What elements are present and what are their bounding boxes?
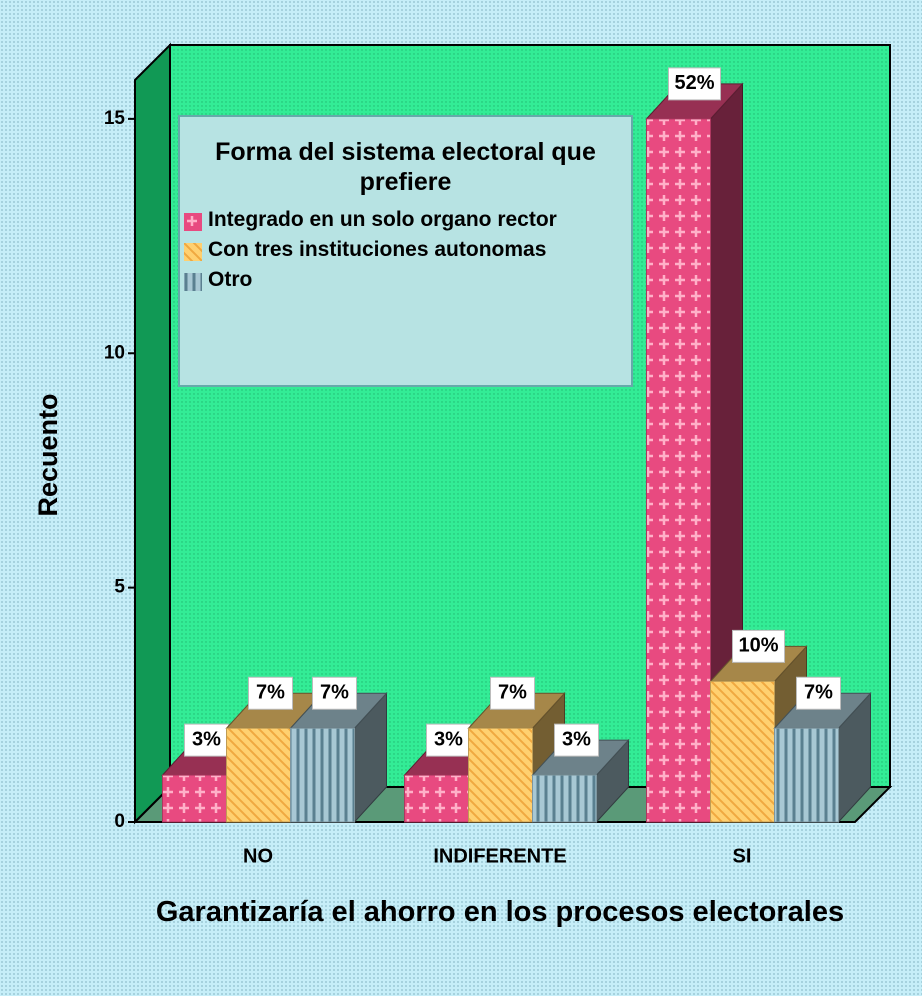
value-label: 10% — [738, 635, 778, 657]
value-label: 52% — [674, 72, 714, 94]
side-wall — [134, 42, 171, 825]
swatch-fill — [184, 273, 202, 291]
bar — [468, 727, 533, 823]
value-label: 7% — [498, 682, 527, 704]
value-label-box — [248, 676, 293, 710]
bar — [532, 774, 597, 823]
legend-swatch — [184, 243, 202, 261]
legend-label: Con tres instituciones autonomas — [208, 238, 547, 261]
value-label-box — [554, 723, 599, 757]
value-label-box — [732, 629, 785, 663]
swatch-fill — [184, 213, 202, 231]
legend-entry: Otro — [184, 269, 584, 291]
y-tick-label: 5 — [114, 577, 125, 598]
y-tick-label: 15 — [104, 108, 126, 129]
bar — [404, 774, 469, 823]
x-tick-label: INDIFERENTE — [433, 845, 566, 867]
value-label-box — [426, 723, 471, 757]
legend-entry: Integrado en un solo organo rector — [184, 209, 584, 231]
swatch-fill — [184, 243, 202, 261]
value-label: 7% — [256, 682, 285, 704]
value-label-box — [796, 676, 841, 710]
y-tick-label: 10 — [104, 342, 125, 363]
y-axis-label: Recuento — [33, 393, 63, 516]
bar — [774, 727, 839, 823]
bar — [290, 727, 355, 823]
value-label-box — [184, 723, 229, 757]
value-label-box — [490, 676, 535, 710]
legend-entry: Con tres instituciones autonomas — [184, 239, 584, 261]
x-axis-label: Garantizaría el ahorro en los procesos e… — [155, 896, 845, 928]
bar — [710, 680, 775, 823]
value-label: 3% — [562, 728, 591, 750]
value-label-box — [312, 676, 357, 710]
legend-swatch — [184, 213, 202, 231]
legend-label: Integrado en un solo organo rector — [208, 208, 557, 231]
value-label: 7% — [320, 682, 349, 704]
bar — [646, 118, 711, 823]
x-tick-label: SI — [733, 845, 752, 867]
legend-entries: Integrado en un solo organo rector Con tr… — [180, 209, 631, 291]
y-tick-label: 0 — [114, 811, 125, 832]
value-label: 7% — [804, 682, 833, 704]
legend-swatch — [184, 273, 202, 291]
value-label-box — [668, 67, 721, 101]
value-label: 3% — [434, 728, 463, 750]
bar — [162, 774, 227, 823]
bar — [226, 727, 291, 823]
legend-label: Otro — [208, 268, 253, 291]
legend: Forma del sistema electoral que prefiere… — [178, 115, 633, 387]
value-label: 3% — [192, 728, 221, 750]
legend-title: Forma del sistema electoral que prefiere — [215, 138, 596, 196]
x-tick-label: NO — [243, 845, 273, 867]
